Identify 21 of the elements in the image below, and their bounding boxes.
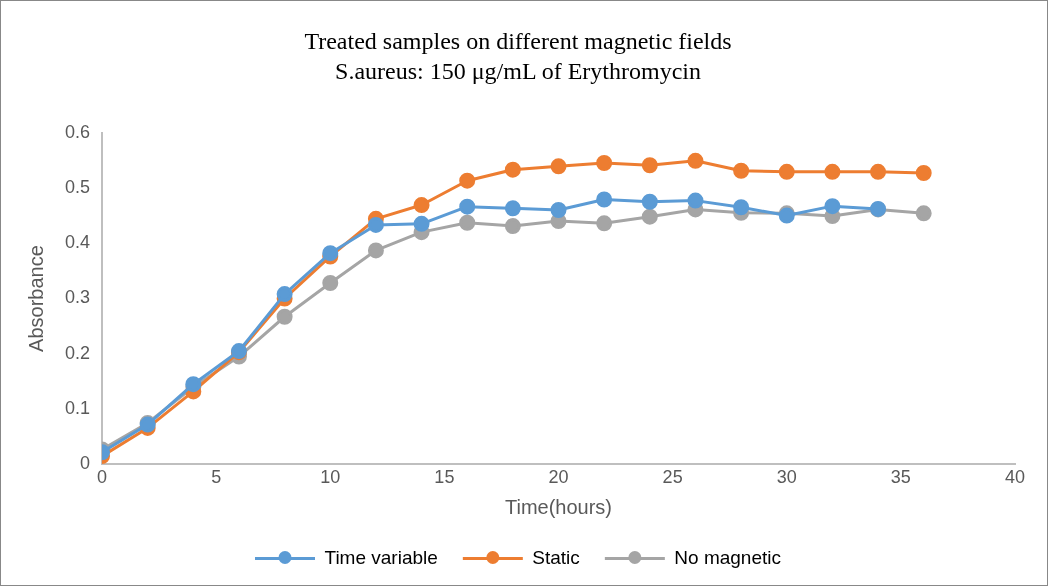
x-tick-label: 30: [776, 467, 797, 488]
y-tick-label: 0.3: [64, 287, 91, 308]
y-tick-label: 0.2: [64, 342, 91, 363]
x-tick-label: 15: [434, 467, 455, 488]
y-tick-label: 0.5: [64, 176, 91, 197]
x-tick-label: 35: [890, 467, 911, 488]
x-tick-label: 0: [97, 467, 108, 488]
legend-label: Static: [532, 546, 580, 568]
legend-label: Time variable: [324, 546, 438, 568]
y-tick-label: 0.6: [64, 121, 91, 142]
x-tick-label: 25: [662, 467, 683, 488]
x-axis-title: Time(hours): [504, 495, 613, 518]
chart-title: Treated samples on different magnetic fields: [304, 27, 732, 54]
x-tick-label: 40: [1004, 467, 1026, 488]
y-tick-label: 0: [80, 453, 91, 474]
x-tick-label: 5: [211, 467, 222, 488]
y-tick-label: 0.4: [64, 232, 91, 253]
x-tick-label: 10: [320, 467, 341, 488]
y-tick-label: 0.1: [64, 398, 91, 419]
x-tick-label: 20: [548, 467, 569, 488]
y-axis-title: Absorbance: [24, 245, 47, 352]
